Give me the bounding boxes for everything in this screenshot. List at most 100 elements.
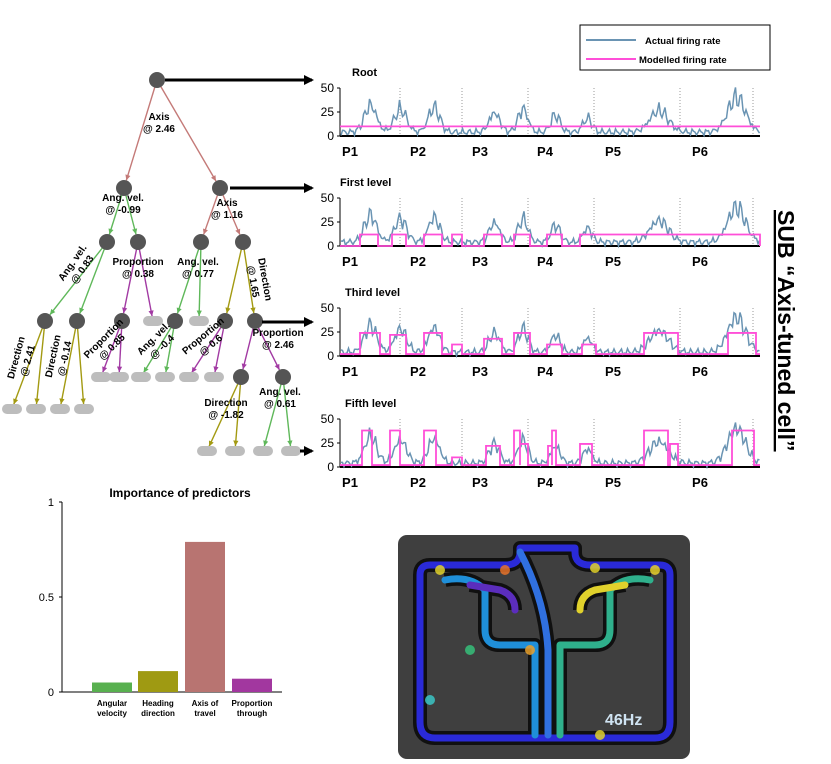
tree-edge (202, 187, 221, 235)
tree-node (99, 234, 115, 250)
importance-category-label: Proportion through (232, 699, 273, 718)
tree-edge-arrowhead (122, 307, 128, 314)
period-label: P3 (472, 254, 488, 269)
tree-split-label: Direction@ -0.14 (44, 334, 76, 381)
tree-edge-arrowhead (13, 398, 19, 405)
tree-edge-arrowhead (250, 307, 256, 314)
tree-edge-arrowhead (274, 363, 280, 370)
panel-title: Fifth level (345, 398, 396, 410)
period-label: P5 (605, 364, 621, 379)
tree-edge-arrowhead (108, 228, 114, 235)
rate-hotspot (500, 565, 510, 575)
tree-leaf (74, 404, 94, 414)
tree-edge (214, 320, 226, 373)
tree-edge-arrowhead (287, 440, 293, 447)
tree-edge-arrowhead (235, 228, 241, 235)
tree-edge (60, 320, 78, 405)
tree-edge (226, 241, 244, 314)
tree-node (193, 234, 209, 250)
panel-y-tick-label: 0 (327, 460, 334, 474)
track-rate-trace (576, 581, 629, 614)
tree-leaf (2, 404, 22, 414)
legend-actual-label: Actual firing rate (645, 36, 721, 47)
importance-bar (232, 678, 272, 692)
panel-y-tick-label: 25 (321, 325, 335, 339)
tree-edge (102, 320, 123, 373)
tree-edge (165, 320, 176, 373)
tree-leaf (131, 372, 151, 382)
importance-bar (138, 671, 178, 692)
panel-y-tick-label: 25 (321, 215, 335, 229)
importance-bar (185, 541, 225, 692)
importance-category-label: Heading direction (141, 699, 175, 718)
period-label: P4 (537, 254, 554, 269)
importance-chart: Importance of predictors 1 0.5 0 Angular vel… (39, 486, 282, 718)
tree-node (217, 313, 233, 329)
rate-hotspot (465, 645, 475, 655)
tree-edge-arrowhead (125, 174, 131, 181)
tree-leaf (197, 446, 217, 456)
track-rate-map: 46Hz (398, 535, 690, 759)
legend: Actual firing rate Modelled firing rate (579, 24, 771, 71)
firing-panel: First level 50 25 0 P1 P2 P3 P4 P5 P6 (321, 177, 761, 269)
tree-edge (234, 376, 242, 447)
tree-edge-arrowhead (79, 307, 85, 314)
tree-leaf (189, 316, 209, 326)
period-label: P2 (410, 475, 426, 490)
period-label: P4 (537, 475, 554, 490)
track-rate-trace (516, 548, 552, 739)
legend-modelled-label: Modelled firing rate (639, 55, 727, 66)
tree-edge-arrowhead (196, 310, 202, 317)
panel-y-tick-label: 25 (321, 105, 335, 119)
tree-split-label: Ang. vel.@ 0.83 (57, 243, 100, 291)
panel-y-tick-label: 0 (327, 349, 334, 363)
period-label: P4 (537, 364, 554, 379)
period-label: P3 (472, 364, 488, 379)
firing-panel: Root 50 25 0 P1 P2 P3 P4 P5 P6 (321, 67, 761, 159)
actual-firing-rate-line (340, 200, 761, 249)
panel-y-tick-label: 50 (321, 301, 335, 315)
rate-hotspot (590, 563, 600, 573)
firing-rate-panels: Root 50 25 0 P1 P2 P3 P4 P5 P6 First level 50 25 0 P1 P… (321, 67, 761, 490)
importance-category-label: Axis of travel (192, 699, 219, 718)
tree-edge-arrowhead (213, 366, 219, 373)
tree-edge-arrowhead (225, 307, 231, 314)
importance-bar (92, 682, 132, 692)
period-label: P1 (342, 475, 358, 490)
tree-edge-arrowhead (132, 228, 138, 235)
tree-split-label: Direction @ -1.82 (204, 398, 247, 421)
panel-y-tick-label: 50 (321, 191, 335, 205)
period-label: P2 (410, 144, 426, 159)
tree-leaf (155, 372, 175, 382)
tree-leaf (50, 404, 70, 414)
tree-edge (242, 241, 255, 314)
tree-edge (198, 241, 202, 317)
importance-title: Importance of predictors (109, 486, 251, 500)
period-label: P1 (342, 144, 358, 159)
tree-split-label: Ang. vel. @ 0.77 (177, 257, 219, 280)
tree-edge-arrowhead (263, 440, 269, 447)
tree-edge-arrowhead (164, 366, 170, 373)
panel-title: First level (340, 177, 391, 189)
tree-leaf (225, 446, 245, 456)
tree-edge-arrowhead (241, 363, 247, 370)
tree-node (149, 72, 165, 88)
tree-leaf (253, 446, 273, 456)
tree-edge (125, 79, 158, 181)
tree-split-label: Proportion @ 0.38 (112, 257, 163, 280)
legend-box (579, 24, 771, 71)
tree-edge (49, 241, 108, 316)
tree-edge (35, 320, 46, 405)
actual-firing-rate-line (341, 422, 760, 470)
tree-edge-arrowhead (191, 366, 197, 373)
tree-split-label: Ang. vel. @ -0.99 (102, 193, 144, 216)
tree-node (275, 369, 291, 385)
tree-leaf (26, 404, 46, 414)
rate-hotspot (425, 695, 435, 705)
tree-leaf (143, 316, 163, 326)
tree-edge (142, 320, 176, 374)
tree-edge (208, 376, 242, 447)
tree-edge-arrowhead (102, 366, 108, 373)
tree-edge (176, 241, 202, 314)
